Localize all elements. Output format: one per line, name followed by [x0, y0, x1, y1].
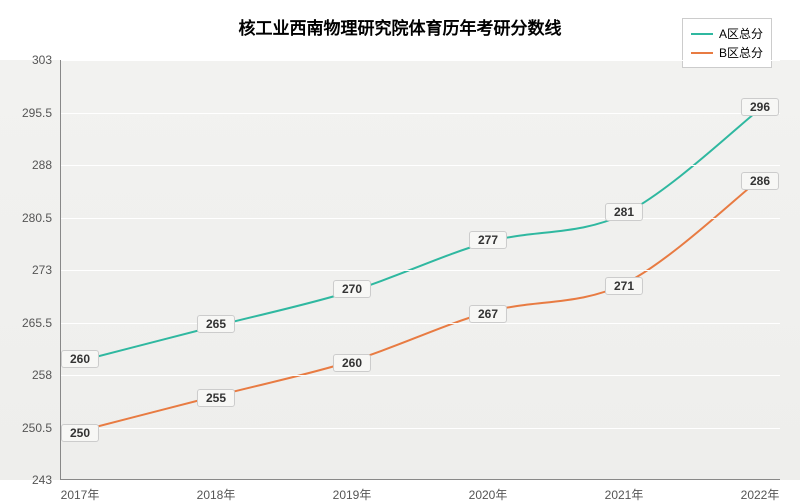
y-tick-label: 295.5 — [22, 106, 60, 120]
y-tick-label: 280.5 — [22, 211, 60, 225]
chart-container: 核工业西南物理研究院体育历年考研分数线 A区总分 B区总分 243250.525… — [0, 0, 800, 500]
legend-item-b: B区总分 — [691, 44, 763, 61]
gridline — [60, 60, 780, 61]
y-tick-label: 303 — [32, 53, 60, 67]
data-label: 265 — [197, 315, 235, 333]
gridline — [60, 270, 780, 271]
data-label: 255 — [197, 389, 235, 407]
gridline — [60, 165, 780, 166]
data-label: 281 — [605, 203, 643, 221]
data-label: 267 — [469, 305, 507, 323]
x-axis — [60, 479, 780, 480]
legend-item-a: A区总分 — [691, 25, 763, 42]
gridline — [60, 323, 780, 324]
y-axis — [60, 60, 61, 480]
data-label: 296 — [741, 98, 779, 116]
data-label: 270 — [333, 280, 371, 298]
data-label: 250 — [61, 424, 99, 442]
y-tick-label: 265.5 — [22, 316, 60, 330]
y-tick-label: 288 — [32, 158, 60, 172]
gridline — [60, 113, 780, 114]
data-label: 260 — [333, 354, 371, 372]
y-tick-label: 258 — [32, 368, 60, 382]
data-label: 260 — [61, 350, 99, 368]
legend-swatch-b — [691, 52, 713, 54]
gridline — [60, 375, 780, 376]
chart-title: 核工业西南物理研究院体育历年考研分数线 — [239, 14, 562, 39]
data-label: 271 — [605, 277, 643, 295]
gridline — [60, 428, 780, 429]
legend-swatch-a — [691, 33, 713, 35]
y-tick-label: 250.5 — [22, 421, 60, 435]
data-label: 286 — [741, 172, 779, 190]
legend-label-a: A区总分 — [719, 25, 763, 42]
gridline — [60, 480, 780, 481]
legend-label-b: B区总分 — [719, 44, 763, 61]
gridline — [60, 218, 780, 219]
plot-area: 243250.5258265.5273280.5288295.53032017年… — [60, 60, 780, 480]
y-tick-label: 273 — [32, 263, 60, 277]
y-tick-label: 243 — [32, 473, 60, 487]
data-label: 277 — [469, 231, 507, 249]
